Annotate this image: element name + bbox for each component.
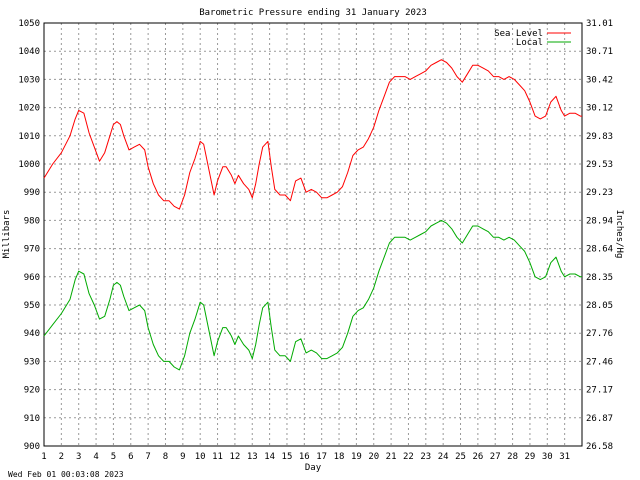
y-tick-label-left: 900 <box>24 442 40 452</box>
x-tick-label: 30 <box>542 452 553 462</box>
legend-label-sea-level: Sea Level <box>494 29 543 39</box>
x-tick-label: 14 <box>264 452 275 462</box>
x-tick-label: 20 <box>368 452 379 462</box>
y-axis-label-right: Inches/Hg <box>614 210 624 259</box>
y-tick-label-left: 940 <box>24 329 40 339</box>
x-tick-label: 25 <box>455 452 466 462</box>
y-ticks-left: 900 910 920 930 940 950 960 970 980 990 1000 1010 10… <box>18 19 40 452</box>
y-tick-label-left: 1030 <box>18 75 40 85</box>
y-tick-label-left: 1020 <box>18 104 40 114</box>
x-tick-label: 5 <box>111 452 116 462</box>
y-tick-label-left: 990 <box>24 188 40 198</box>
x-tick-label: 24 <box>438 452 449 462</box>
x-ticks: 1 2 3 4 5 6 7 8 9 10 11 12 13 14 15 16 17 18 19 20 21 22 23 24 2… <box>41 452 570 462</box>
x-tick-label: 28 <box>507 452 518 462</box>
x-tick-label: 8 <box>163 452 168 462</box>
x-tick-label: 11 <box>212 452 223 462</box>
x-tick-label: 21 <box>386 452 397 462</box>
y-axis-label-left: Millibars <box>2 210 12 259</box>
series-line-sea-level <box>43 59 582 210</box>
x-tick-label: 3 <box>76 452 81 462</box>
x-tick-label: 27 <box>490 452 501 462</box>
series-layer <box>43 59 582 371</box>
x-tick-label: 9 <box>180 452 185 462</box>
legend: Sea Level Local <box>494 29 571 48</box>
x-tick-label: 15 <box>282 452 293 462</box>
y-tick-label-right: 29.83 <box>586 132 613 142</box>
x-axis-label: Day <box>305 463 322 473</box>
y-tick-label-left: 920 <box>24 386 40 396</box>
y-tick-label-left: 980 <box>24 216 40 226</box>
x-tick-label: 6 <box>128 452 133 462</box>
y-tick-label-right: 29.23 <box>586 188 613 198</box>
timestamp-footer: Wed Feb 01 00:03:08 2023 <box>8 470 124 479</box>
y-tick-label-right: 28.35 <box>586 273 613 283</box>
x-tick-label: 31 <box>559 452 570 462</box>
y-tick-label-left: 970 <box>24 245 40 255</box>
x-tick-label: 22 <box>403 452 414 462</box>
y-tick-label-left: 950 <box>24 301 40 311</box>
y-tick-label-right: 30.42 <box>586 75 613 85</box>
x-tick-label: 10 <box>195 452 206 462</box>
series-line-local <box>43 219 582 371</box>
y-tick-label-right: 30.71 <box>586 47 613 57</box>
plot-frame <box>43 22 583 447</box>
y-tick-label-right: 28.94 <box>586 216 613 226</box>
x-tick-label: 12 <box>229 452 240 462</box>
x-tick-label: 4 <box>93 452 98 462</box>
x-tick-label: 1 <box>41 452 46 462</box>
y-tick-label-right: 28.64 <box>586 245 613 255</box>
x-tick-label: 17 <box>316 452 327 462</box>
chart-title: Barometric Pressure ending 31 January 20… <box>199 8 427 18</box>
y-tick-label-left: 930 <box>24 357 40 367</box>
y-tick-label-left: 1040 <box>18 47 40 57</box>
y-tick-label-right: 30.12 <box>586 104 613 114</box>
x-tick-label: 7 <box>145 452 150 462</box>
x-tick-label: 29 <box>525 452 536 462</box>
y-tick-label-left: 910 <box>24 414 40 424</box>
y-tick-label-right: 27.46 <box>586 357 613 367</box>
x-tick-label: 19 <box>351 452 362 462</box>
y-tick-label-right: 27.17 <box>586 386 613 396</box>
y-tick-label-right: 26.87 <box>586 414 613 424</box>
y-tick-label-left: 1000 <box>18 160 40 170</box>
x-tick-label: 26 <box>472 452 483 462</box>
y-tick-label-left: 960 <box>24 273 40 283</box>
y-tick-label-right: 28.05 <box>586 301 613 311</box>
x-tick-label: 23 <box>420 452 431 462</box>
y-tick-label-right: 31.01 <box>586 19 613 29</box>
x-tick-label: 2 <box>59 452 64 462</box>
y-tick-label-left: 1010 <box>18 132 40 142</box>
y-tick-label-right: 26.58 <box>586 442 613 452</box>
y-tick-label-right: 27.76 <box>586 329 613 339</box>
x-tick-label: 18 <box>334 452 345 462</box>
x-tick-label: 13 <box>247 452 258 462</box>
y-tick-label-left: 1050 <box>18 19 40 29</box>
x-tick-label: 16 <box>299 452 310 462</box>
y-ticks-right: 26.58 26.87 27.17 27.46 27.76 28.05 28.35 28.64… <box>586 19 613 452</box>
y-tick-label-right: 29.53 <box>586 160 613 170</box>
grid <box>44 23 582 446</box>
legend-label-local: Local <box>516 38 543 48</box>
